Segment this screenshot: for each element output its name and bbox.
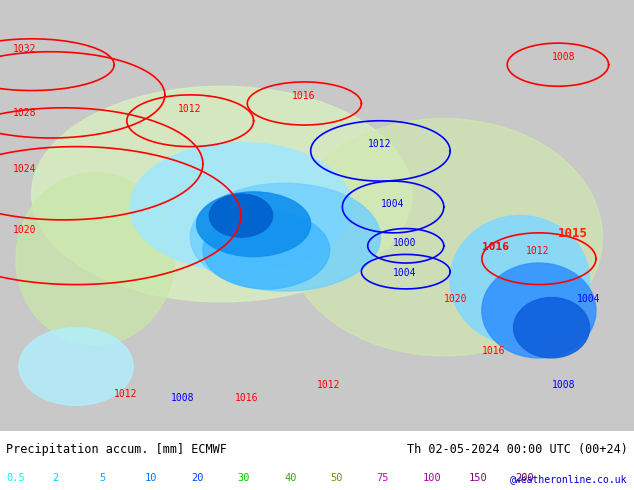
Text: @weatheronline.co.uk: @weatheronline.co.uk bbox=[510, 474, 628, 484]
Text: 200: 200 bbox=[515, 473, 534, 483]
Text: 30: 30 bbox=[238, 473, 250, 483]
Ellipse shape bbox=[203, 211, 330, 289]
Text: 1028: 1028 bbox=[13, 108, 36, 119]
Text: 1012: 1012 bbox=[317, 380, 340, 390]
Ellipse shape bbox=[19, 328, 133, 405]
Text: 10: 10 bbox=[145, 473, 158, 483]
Text: Precipitation accum. [mm] ECMWF: Precipitation accum. [mm] ECMWF bbox=[6, 443, 227, 456]
Ellipse shape bbox=[209, 194, 273, 237]
Text: 20: 20 bbox=[191, 473, 204, 483]
Text: 1016: 1016 bbox=[482, 242, 509, 252]
Text: 1012: 1012 bbox=[368, 139, 391, 148]
Text: 1008: 1008 bbox=[552, 52, 575, 62]
Text: 150: 150 bbox=[469, 473, 488, 483]
Ellipse shape bbox=[285, 119, 602, 356]
Text: 1012: 1012 bbox=[114, 389, 138, 399]
Text: 1015: 1015 bbox=[558, 227, 588, 240]
Ellipse shape bbox=[32, 86, 412, 302]
Text: 1012: 1012 bbox=[178, 104, 201, 114]
Text: 1004: 1004 bbox=[577, 294, 600, 304]
Text: 1004: 1004 bbox=[380, 199, 404, 209]
Text: 0.5: 0.5 bbox=[6, 473, 25, 483]
Text: 1024: 1024 bbox=[13, 165, 36, 174]
Ellipse shape bbox=[197, 192, 311, 257]
Text: 1008: 1008 bbox=[552, 380, 575, 390]
Text: 40: 40 bbox=[284, 473, 297, 483]
Text: 5: 5 bbox=[99, 473, 105, 483]
Ellipse shape bbox=[130, 142, 352, 271]
Text: 1012: 1012 bbox=[526, 246, 550, 256]
Text: 1020: 1020 bbox=[444, 294, 467, 304]
Text: 1016: 1016 bbox=[235, 393, 258, 403]
Text: 1032: 1032 bbox=[13, 44, 36, 54]
Text: 1016: 1016 bbox=[482, 345, 505, 356]
Text: 100: 100 bbox=[423, 473, 442, 483]
Text: 1016: 1016 bbox=[292, 91, 315, 101]
Text: Th 02-05-2024 00:00 UTC (00+24): Th 02-05-2024 00:00 UTC (00+24) bbox=[407, 443, 628, 456]
Text: 75: 75 bbox=[377, 473, 389, 483]
Ellipse shape bbox=[514, 297, 590, 358]
Ellipse shape bbox=[16, 172, 174, 345]
Text: 50: 50 bbox=[330, 473, 343, 483]
Text: 2: 2 bbox=[53, 473, 59, 483]
Text: 1004: 1004 bbox=[393, 268, 417, 278]
Text: 1000: 1000 bbox=[393, 238, 417, 248]
Text: 1020: 1020 bbox=[13, 225, 36, 235]
Ellipse shape bbox=[450, 216, 590, 345]
Text: 1008: 1008 bbox=[171, 393, 195, 403]
Ellipse shape bbox=[190, 183, 380, 291]
Ellipse shape bbox=[482, 263, 596, 358]
